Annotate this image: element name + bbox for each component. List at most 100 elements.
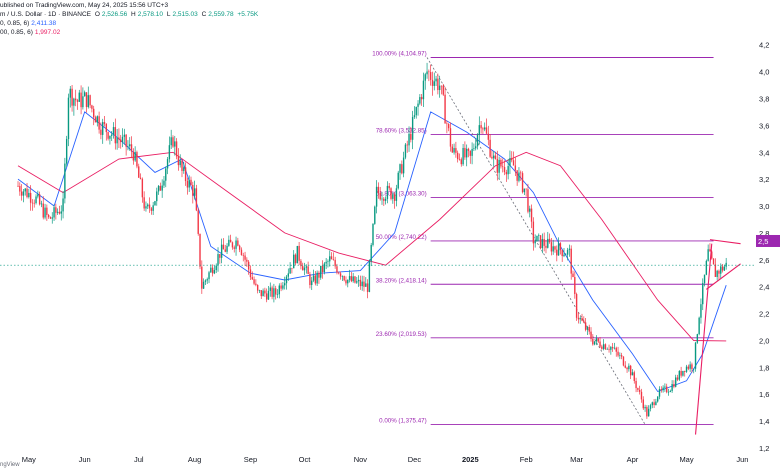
- candle[interactable]: [518, 167, 520, 183]
- candle[interactable]: [316, 270, 318, 287]
- candle[interactable]: [62, 191, 64, 219]
- candle[interactable]: [321, 260, 324, 279]
- candle[interactable]: [345, 276, 347, 286]
- candle[interactable]: [20, 184, 23, 201]
- candle[interactable]: [698, 316, 700, 336]
- candle[interactable]: [642, 396, 644, 410]
- candle[interactable]: [112, 122, 115, 139]
- candle[interactable]: [527, 183, 529, 214]
- candle[interactable]: [675, 374, 677, 388]
- candle[interactable]: [438, 75, 441, 98]
- candle[interactable]: [700, 298, 702, 324]
- candle[interactable]: [98, 111, 100, 134]
- candle[interactable]: [69, 86, 71, 108]
- candle[interactable]: [628, 363, 630, 372]
- candle[interactable]: [716, 269, 718, 281]
- candle[interactable]: [361, 275, 363, 291]
- candle[interactable]: [453, 143, 455, 155]
- candle[interactable]: [44, 203, 46, 220]
- candle[interactable]: [629, 364, 632, 380]
- candle[interactable]: [557, 237, 560, 256]
- candle[interactable]: [294, 253, 297, 266]
- candle[interactable]: [446, 120, 448, 134]
- candle[interactable]: [258, 289, 261, 294]
- candle[interactable]: [64, 157, 66, 204]
- candle[interactable]: [141, 177, 144, 203]
- candle[interactable]: [494, 151, 497, 160]
- candle[interactable]: [647, 405, 650, 417]
- candle[interactable]: [172, 135, 174, 148]
- candle[interactable]: [696, 333, 699, 344]
- candle[interactable]: [523, 188, 526, 196]
- candle[interactable]: [469, 150, 471, 164]
- candle[interactable]: [181, 159, 183, 178]
- candle[interactable]: [568, 244, 571, 257]
- candle[interactable]: [213, 265, 216, 275]
- candle[interactable]: [720, 263, 722, 279]
- candle[interactable]: [402, 151, 405, 178]
- candle[interactable]: [420, 93, 423, 106]
- candle[interactable]: [219, 254, 221, 264]
- candle[interactable]: [192, 181, 194, 204]
- candle[interactable]: [251, 271, 253, 280]
- candle[interactable]: [509, 150, 511, 174]
- candle[interactable]: [65, 135, 68, 168]
- candle[interactable]: [707, 244, 709, 262]
- candle[interactable]: [599, 337, 601, 349]
- candle[interactable]: [22, 189, 25, 203]
- candle[interactable]: [590, 327, 592, 342]
- rising-trendline[interactable]: [694, 243, 713, 435]
- candle[interactable]: [667, 388, 670, 396]
- candle[interactable]: [265, 288, 268, 303]
- candle[interactable]: [138, 163, 140, 178]
- candle[interactable]: [256, 284, 259, 294]
- candle[interactable]: [426, 62, 428, 79]
- candle[interactable]: [284, 276, 286, 290]
- candle[interactable]: [676, 374, 679, 382]
- candle[interactable]: [487, 125, 490, 146]
- candle[interactable]: [96, 115, 99, 127]
- candle[interactable]: [428, 69, 430, 82]
- candle[interactable]: [129, 137, 131, 151]
- candle[interactable]: [363, 275, 365, 292]
- candle[interactable]: [147, 203, 149, 210]
- candle[interactable]: [170, 129, 172, 150]
- candle[interactable]: [651, 401, 653, 409]
- candle[interactable]: [231, 241, 234, 250]
- candle[interactable]: [215, 263, 217, 274]
- candle[interactable]: [305, 264, 308, 274]
- candle[interactable]: [397, 170, 399, 190]
- candle[interactable]: [208, 270, 210, 284]
- candle[interactable]: [92, 105, 95, 126]
- candle[interactable]: [484, 122, 486, 132]
- candle[interactable]: [705, 259, 708, 276]
- candle[interactable]: [588, 324, 590, 335]
- candle[interactable]: [455, 141, 457, 158]
- candle[interactable]: [583, 316, 585, 324]
- candle[interactable]: [285, 275, 288, 290]
- candle[interactable]: [471, 142, 473, 165]
- candle[interactable]: [536, 235, 538, 242]
- candle[interactable]: [669, 389, 672, 393]
- candle[interactable]: [247, 259, 250, 275]
- candle[interactable]: [37, 190, 39, 199]
- candle[interactable]: [399, 163, 401, 180]
- candle[interactable]: [31, 199, 34, 211]
- candle[interactable]: [343, 275, 345, 282]
- candle[interactable]: [105, 123, 108, 141]
- candle[interactable]: [91, 104, 93, 113]
- candle[interactable]: [78, 89, 80, 103]
- trendlines[interactable]: [694, 239, 741, 435]
- candle[interactable]: [350, 271, 353, 283]
- candle[interactable]: [593, 341, 596, 346]
- candle[interactable]: [195, 184, 198, 212]
- candle[interactable]: [570, 245, 572, 280]
- candle[interactable]: [40, 200, 43, 208]
- candle[interactable]: [255, 279, 257, 287]
- candle[interactable]: [312, 269, 315, 283]
- candles[interactable]: [17, 62, 727, 419]
- candle[interactable]: [655, 398, 657, 406]
- candle[interactable]: [577, 312, 580, 324]
- candle[interactable]: [502, 158, 504, 173]
- candle[interactable]: [604, 343, 607, 350]
